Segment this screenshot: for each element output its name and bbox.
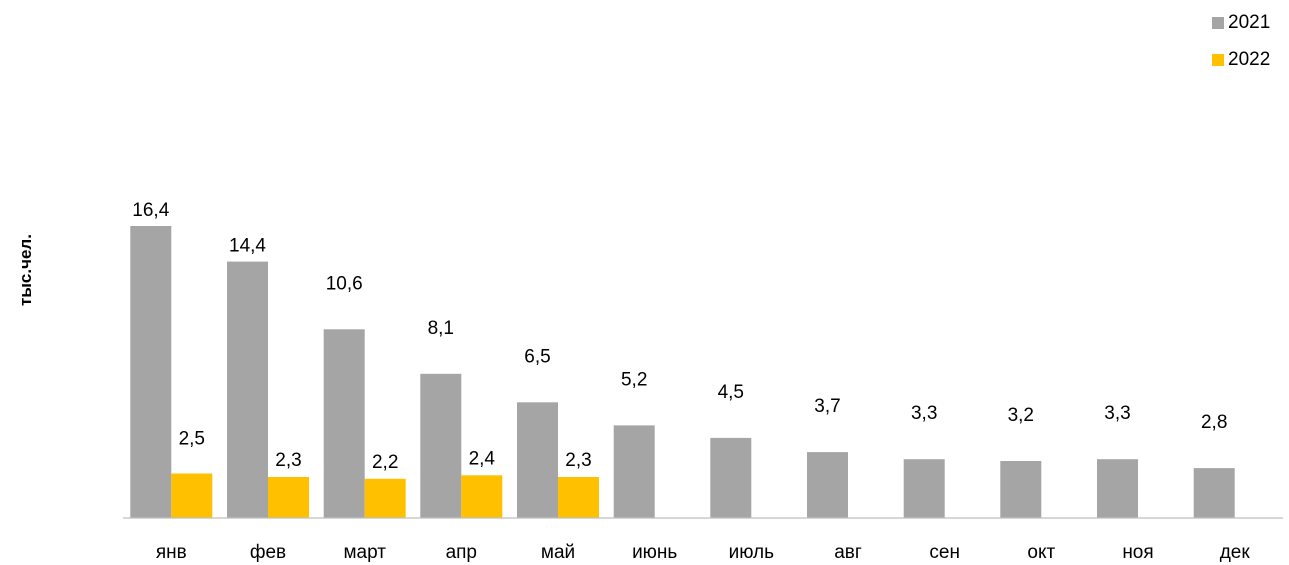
- x-tick-label-7: авг: [834, 542, 862, 563]
- bar-2021-11: [1193, 468, 1235, 518]
- data-label-2022-4: 2,3: [565, 450, 591, 471]
- bar-2021-2: [323, 329, 365, 518]
- bars-layer: [130, 226, 1235, 518]
- bar-2021-9: [1000, 461, 1042, 518]
- data-label-2021-6: 4,5: [718, 382, 744, 403]
- data-label-2021-4: 6,5: [524, 346, 550, 367]
- legend-swatch-2021: [1212, 17, 1224, 29]
- bar-2021-3: [420, 373, 462, 518]
- data-label-2021-2: 10,6: [326, 273, 363, 294]
- legend-label-2021: 2021: [1228, 12, 1271, 33]
- bar-2021-6: [710, 437, 752, 518]
- x-tick-label-11: дек: [1220, 542, 1251, 563]
- data-label-2021-8: 3,3: [911, 403, 937, 424]
- bar-2022-4: [558, 477, 599, 518]
- bar-2021-0: [130, 226, 172, 518]
- bar-2021-1: [227, 261, 268, 518]
- legend-item-2022: 2022: [1212, 49, 1270, 71]
- bar-2021-4: [517, 402, 558, 518]
- bar-2021-7: [807, 452, 848, 518]
- x-tick-label-8: сен: [929, 542, 960, 563]
- legend-swatch-2022: [1212, 54, 1224, 66]
- data-label-2021-5: 5,2: [621, 369, 647, 390]
- bar-2022-1: [268, 477, 309, 518]
- x-tick-label-0: янв: [156, 542, 187, 563]
- y-axis-label: тыс.чел.: [16, 234, 35, 306]
- legend-item-2021: 2021: [1212, 12, 1270, 34]
- bar-2022-2: [364, 478, 406, 518]
- x-tick-label-6: июль: [729, 542, 775, 563]
- data-label-2021-9: 3,2: [1008, 405, 1034, 426]
- x-tick-label-9: окт: [1027, 542, 1055, 563]
- bar-2022-3: [461, 475, 503, 518]
- data-labels-layer: 16,4 2,5 14,4 2,3 10,6 2,2 8,1 2,4 6,5 2,3 5,2 4,5 3…: [132, 200, 1227, 473]
- data-label-2021-3: 8,1: [428, 318, 454, 339]
- data-label-2021-11: 2,8: [1201, 412, 1227, 433]
- x-tick-label-3: апр: [446, 542, 477, 563]
- legend-label-2022: 2022: [1228, 49, 1271, 70]
- bar-2021-10: [1097, 459, 1138, 518]
- data-label-2021-7: 3,7: [814, 396, 840, 417]
- data-label-2021-1: 14,4: [229, 236, 266, 257]
- x-tick-label-5: июнь: [632, 542, 677, 563]
- bar-2021-8: [903, 459, 945, 518]
- legend: 2021 2022: [1212, 12, 1270, 86]
- data-label-2022-0: 2,5: [179, 429, 205, 450]
- data-label-2022-1: 2,3: [275, 450, 301, 471]
- x-tick-label-4: май: [541, 542, 575, 563]
- bar-2021-5: [613, 425, 655, 518]
- x-tick-labels-layer: янв фев март апр май июнь июль авг сен окт ноя дек: [156, 542, 1251, 563]
- data-label-2022-2: 2,2: [372, 452, 398, 473]
- x-tick-label-2: март: [343, 542, 386, 563]
- data-label-2022-3: 2,4: [469, 448, 496, 469]
- x-tick-label-10: ноя: [1122, 542, 1153, 563]
- data-label-2021-0: 16,4: [132, 200, 169, 221]
- x-tick-label-1: фев: [250, 542, 286, 563]
- data-label-2021-10: 3,3: [1104, 403, 1130, 424]
- bar-2022-0: [171, 473, 213, 518]
